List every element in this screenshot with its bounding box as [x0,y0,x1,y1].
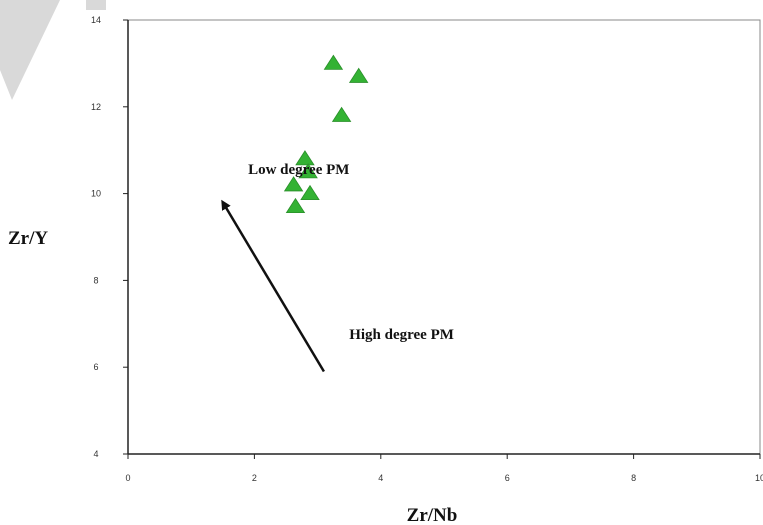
y-tick-label: 6 [93,362,98,372]
annotation-high-degree: High degree PM [349,327,454,343]
x-tick-label: 10 [755,473,763,483]
x-tick-label: 4 [378,473,383,483]
y-tick-label: 4 [93,449,98,459]
trend-arrow [221,199,325,373]
y-tick-label: 14 [91,15,101,25]
data-point-triangle [348,67,369,83]
y-tick-group: 4 6 8 10 12 14 [91,15,128,459]
y-tick-label: 10 [91,189,101,199]
data-point-triangle [323,54,344,70]
data-points [283,54,369,214]
x-tick-group: 0 2 4 6 8 10 [125,454,763,483]
y-tick-label: 12 [91,102,101,112]
data-point-triangle [283,176,304,192]
plot-area [127,19,761,455]
x-tick-label: 2 [252,473,257,483]
corner-artifact [0,0,60,100]
x-tick-label: 0 [125,473,130,483]
data-point-triangle [285,197,306,214]
y-axis-title: Zr/Y [8,228,48,249]
top-edge-artifact [86,0,106,10]
data-point-triangle [300,184,320,201]
data-point-triangle [331,106,352,122]
annotation-low-degree: Low degree PM [248,162,349,178]
x-tick-label: 6 [505,473,510,483]
y-tick-label: 8 [93,275,98,285]
x-axis-title: Zr/Nb [407,505,458,525]
data-point-triangle [295,150,315,166]
x-tick-label: 8 [631,473,636,483]
data-point-triangle [298,163,318,179]
